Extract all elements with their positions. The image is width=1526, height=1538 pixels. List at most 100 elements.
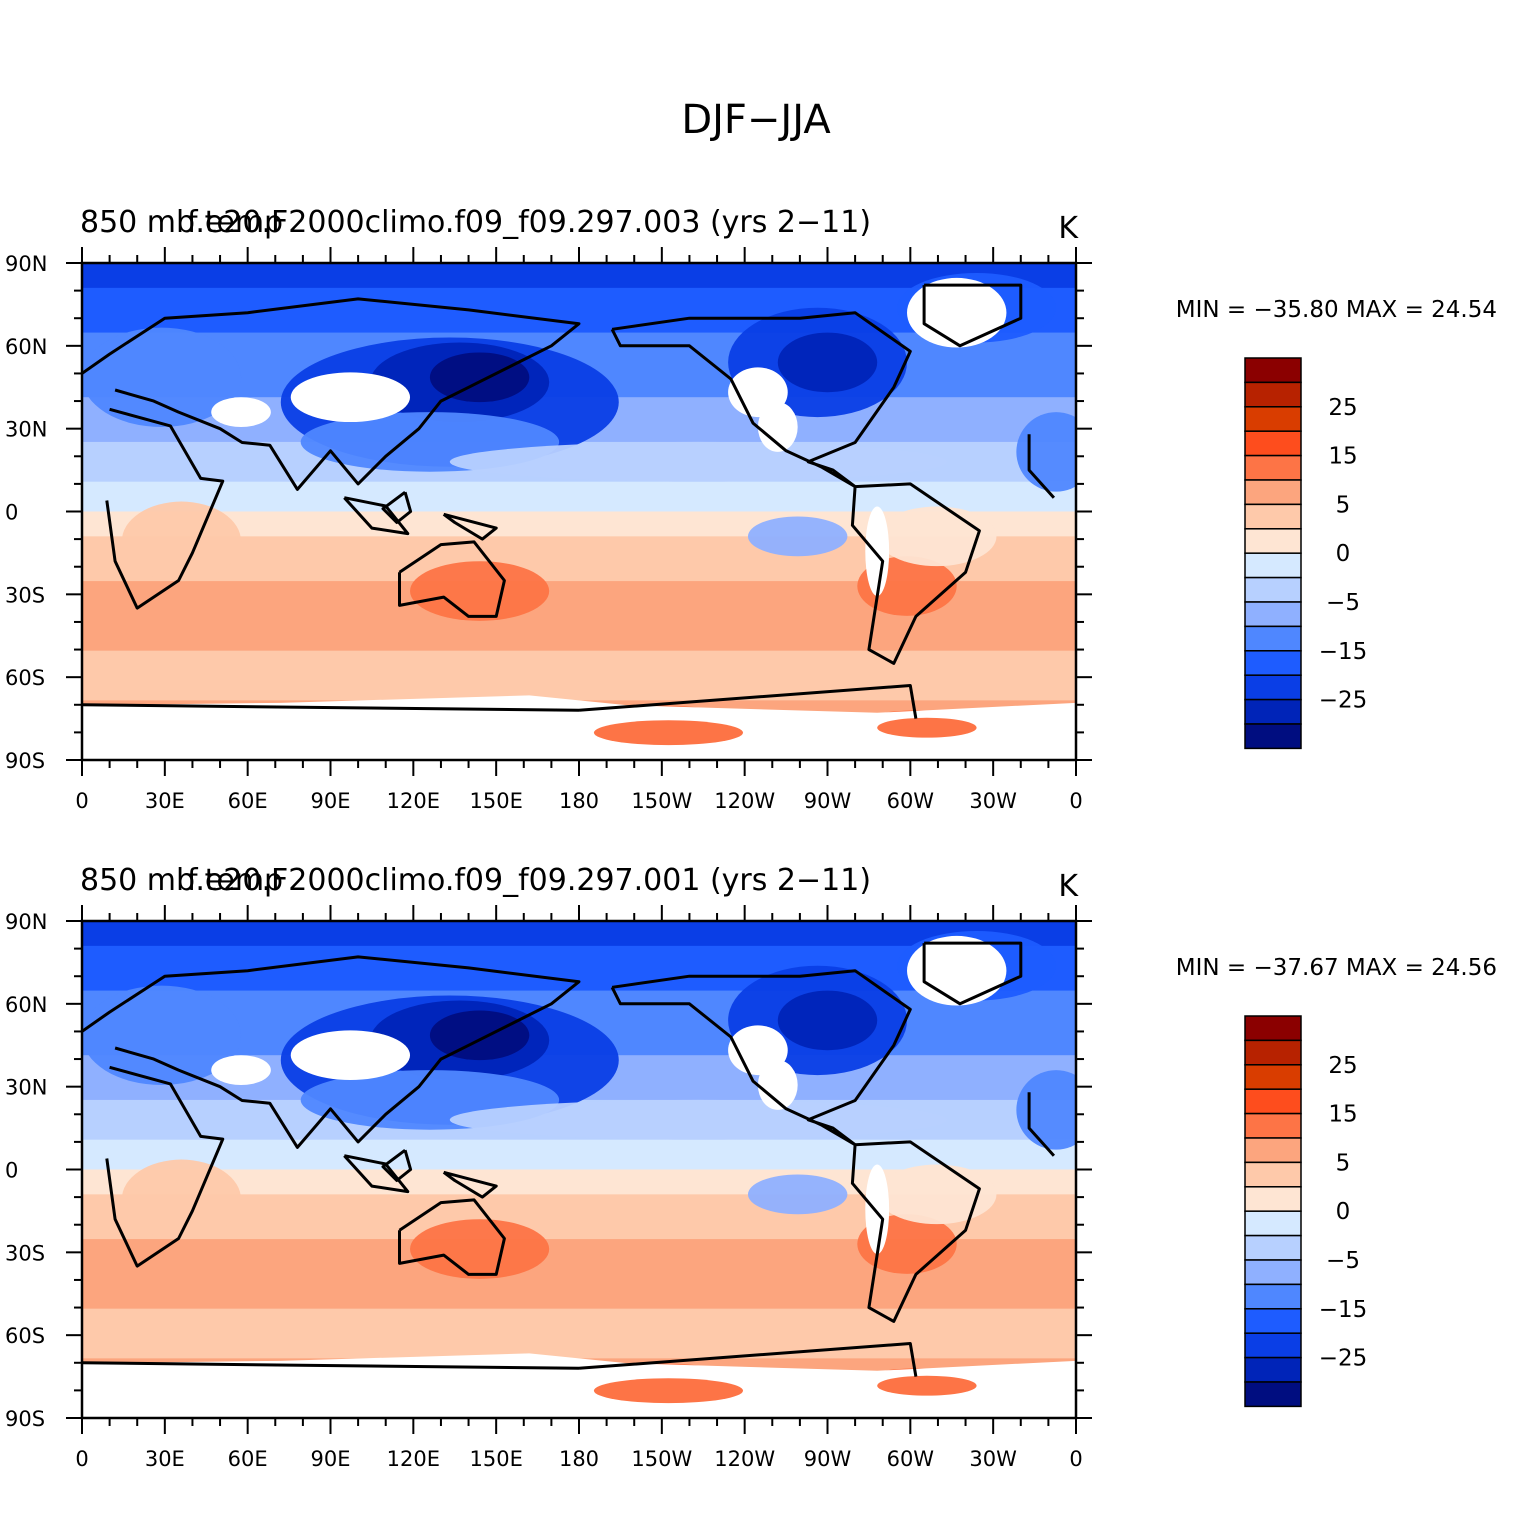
y-tick-label: 30N [5, 418, 47, 442]
terrain-mask [907, 935, 1007, 1006]
coastline [610, 969, 912, 1147]
antarctica-mask [82, 1353, 1076, 1418]
y-tick-label: 60S [5, 666, 45, 690]
contour-region [410, 1219, 550, 1279]
units-label: K [1058, 211, 1079, 246]
x-tick-label: 120W [714, 1447, 775, 1471]
colorbar-label: 15 [1328, 1102, 1357, 1128]
min-max-label: MIN = −37.67 MAX = 24.56 [1176, 955, 1497, 981]
colorbar-label: 0 [1336, 541, 1351, 567]
colorbar-label: −25 [1319, 688, 1368, 714]
colorbar-bin [1244, 625, 1302, 652]
temperature-field [82, 263, 1076, 760]
left-title: 850 mb temp [80, 205, 283, 240]
coastline [381, 1148, 413, 1182]
x-tick-label: 30E [145, 1447, 185, 1471]
coastline [105, 407, 1056, 610]
x-tick-label: 150E [469, 789, 522, 813]
colorbar-label: 25 [1328, 395, 1357, 421]
colorbar-bin [1244, 1234, 1302, 1261]
x-tick-label: 90W [804, 789, 852, 813]
colorbar-label: 5 [1336, 492, 1351, 518]
y-tick-label: 90S [5, 749, 45, 773]
contour-region [593, 1378, 744, 1404]
colorbar-bin [1244, 1039, 1302, 1066]
x-tick-label: 0 [75, 1447, 88, 1471]
contour-band [82, 481, 1076, 513]
contour-region [877, 1375, 977, 1396]
colorbar-bin [1244, 406, 1302, 432]
y-tick-label: 90N [5, 252, 47, 276]
colorbar-bin [1244, 430, 1302, 457]
contour-region [429, 1010, 530, 1061]
coastline [343, 1154, 410, 1194]
coastlines [82, 283, 1056, 719]
x-tick-label: 0 [1069, 789, 1082, 813]
map-panel-2: 90N 60N 30N 0 30S 60S 90S 0 30E 60E 90E 120E 150E 180… [5, 863, 1497, 1471]
antarctica-mask [82, 695, 1076, 760]
contour-region [429, 352, 530, 403]
colorbar-bin [1244, 698, 1302, 725]
colorbar-bin [1244, 650, 1302, 676]
x-tick-label: 60E [228, 1447, 268, 1471]
figure-title: DJF−JJA [681, 97, 831, 143]
map-panel-1: 90N 60N 30N 0 30S 60S 90S 0 30E 60E 90E 120E 150E 180… [5, 205, 1497, 813]
contour-region [777, 332, 878, 393]
contour-band [82, 650, 1076, 702]
x-tick-label: 180 [559, 789, 599, 813]
terrain-mask [865, 1164, 890, 1254]
colorbar-bin [1244, 1259, 1302, 1286]
colorbar-bin [1244, 1332, 1302, 1359]
colorbar-label: −25 [1319, 1346, 1368, 1372]
colorbar-bin [1244, 1112, 1302, 1139]
contour-band [82, 921, 1076, 947]
y-tick-label: 60S [5, 1324, 45, 1348]
colorbar-bin [1244, 723, 1302, 750]
temperature-field [82, 921, 1076, 1418]
x-tick-label: 120E [387, 1447, 440, 1471]
coastline [922, 941, 1023, 1006]
coastline [343, 496, 410, 536]
contour-band [82, 263, 1076, 289]
colorbar-label: 0 [1336, 1199, 1351, 1225]
contour-region [777, 990, 878, 1051]
coastline [381, 490, 413, 524]
x-tick-label: 90E [311, 1447, 351, 1471]
terrain-mask [211, 1055, 271, 1086]
colorbar-bin [1244, 1283, 1302, 1310]
colorbar-label: −15 [1319, 1297, 1368, 1323]
colorbar-bin [1244, 576, 1302, 603]
coastline [105, 1065, 1056, 1268]
coastlines [82, 941, 1056, 1377]
center-title: f.e20.F2000climo.f09_f09.297.001 (yrs 2−… [187, 863, 871, 898]
colorbar-bin [1244, 503, 1302, 530]
colorbar-label: 5 [1336, 1150, 1351, 1176]
contour-region [121, 1159, 242, 1240]
terrain-mask [757, 402, 798, 452]
x-tick-label: 0 [75, 789, 88, 813]
axis-ticks [66, 247, 1092, 776]
x-tick-label: 60E [228, 789, 268, 813]
colorbar-label: −5 [1326, 590, 1360, 616]
contour-region [747, 516, 848, 557]
terrain-mask [757, 1060, 798, 1110]
colorbar-label: −5 [1326, 1248, 1360, 1274]
contour-band [82, 1139, 1076, 1171]
coastline [442, 512, 498, 541]
terrain-mask [865, 506, 890, 596]
min-max-label: MIN = −35.80 MAX = 24.54 [1176, 297, 1497, 323]
contour-region [593, 720, 744, 746]
x-tick-label: 30W [969, 1447, 1017, 1471]
y-tick-label: 0 [5, 1159, 18, 1183]
terrain-mask [907, 277, 1007, 348]
colorbar-bin [1244, 381, 1302, 408]
y-tick-label: 30N [5, 1076, 47, 1100]
y-tick-label: 90S [5, 1407, 45, 1431]
colorbar-bin [1244, 552, 1302, 579]
center-title: f.e20.F2000climo.f09_f09.297.003 (yrs 2−… [187, 205, 871, 240]
contour-region [82, 327, 242, 428]
colorbar-bin [1244, 528, 1302, 554]
colorbar-label: 15 [1328, 444, 1357, 470]
x-tick-label: 150E [469, 1447, 522, 1471]
